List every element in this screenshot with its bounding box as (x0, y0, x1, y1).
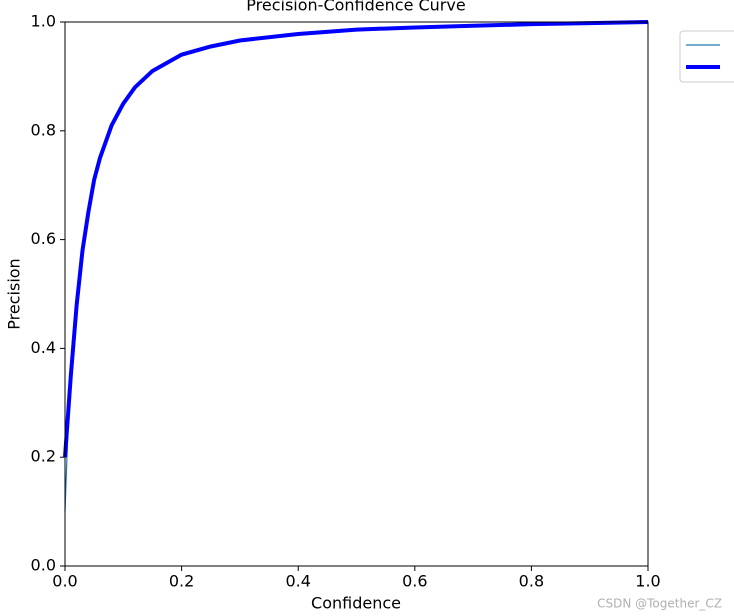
x-tick-label: 1.0 (635, 572, 660, 591)
x-axis-label: Confidence (311, 594, 401, 613)
y-tick-label: 0.0 (31, 556, 56, 575)
x-tick-label: 0.6 (402, 572, 427, 591)
line-series (63, 20, 649, 458)
y-tick-label: 0.6 (31, 229, 56, 248)
chart-title: Precision-Confidence Curve (246, 0, 465, 15)
y-tick-label: 0.4 (31, 338, 56, 357)
y-tick-label: 1.0 (31, 12, 56, 31)
x-tick-label: 0.4 (285, 572, 310, 591)
x-tick-label: 0.2 (169, 572, 194, 591)
y-tick-label: 0.2 (31, 447, 56, 466)
y-axis-label: Precision (5, 258, 24, 329)
line-series (64, 21, 649, 512)
plot-frame (64, 21, 649, 567)
x-tick-label: 0.8 (519, 572, 544, 591)
legend-box (679, 30, 734, 83)
y-tick-label: 0.8 (31, 120, 56, 139)
x-tick-label: 0.0 (52, 572, 77, 591)
watermark: CSDN @Together_CZ (597, 597, 722, 611)
